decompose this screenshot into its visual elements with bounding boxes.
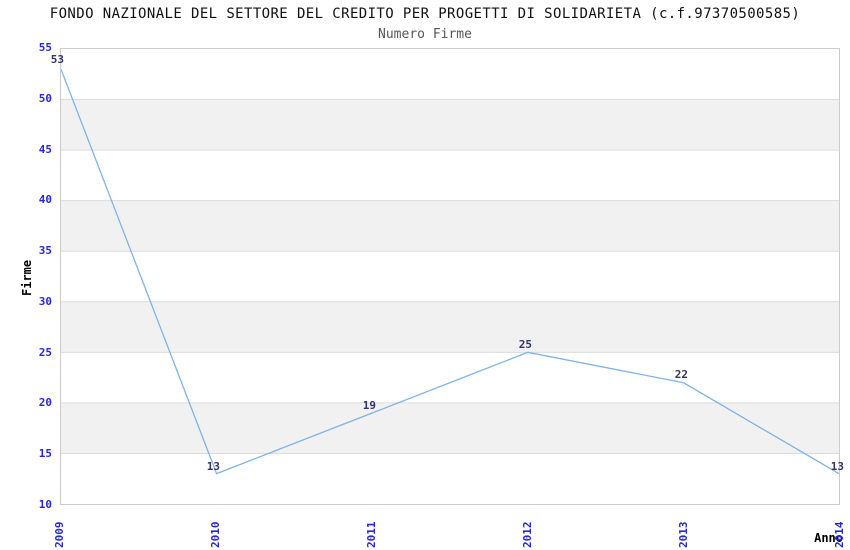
x-axis-title: Anno <box>814 531 843 545</box>
plot-area <box>60 48 840 505</box>
data-point-label: 13 <box>206 459 220 473</box>
y-tick-label: 35 <box>38 244 52 258</box>
data-point-label: 13 <box>830 459 844 473</box>
background-band <box>61 301 839 353</box>
background-band <box>61 99 839 151</box>
x-tick-label: 2013 <box>677 521 690 549</box>
background-band <box>61 150 839 201</box>
y-tick-label: 55 <box>38 41 52 54</box>
x-tick-label: 2011 <box>365 521 378 549</box>
background-band <box>61 402 839 454</box>
background-band <box>61 453 839 504</box>
y-tick-label: 20 <box>38 396 52 410</box>
x-tick-label: 2009 <box>53 521 66 549</box>
chart-title: FONDO NAZIONALE DEL SETTORE DEL CREDITO … <box>49 6 801 22</box>
y-tick-label: 25 <box>38 345 52 359</box>
data-point-label: 25 <box>518 337 532 351</box>
y-tick-label: 40 <box>38 193 52 207</box>
background-band <box>61 352 839 403</box>
x-tick-label: 2010 <box>209 521 222 549</box>
y-axis-title: Firme <box>20 259 34 296</box>
series-line <box>61 68 839 475</box>
data-point-label: 22 <box>674 368 688 382</box>
y-tick-label: 30 <box>38 294 52 308</box>
background-band <box>61 200 839 252</box>
y-tick-label: 15 <box>38 447 52 461</box>
chart-canvas <box>61 49 839 504</box>
x-tick-label: 2014 <box>833 521 846 549</box>
background-band <box>61 49 839 100</box>
y-tick-label: 50 <box>38 91 52 105</box>
data-point-label: 53 <box>50 53 64 67</box>
y-tick-label: 10 <box>38 498 52 511</box>
chart-subtitle: Numero Firme <box>378 27 472 42</box>
background-band <box>61 251 839 302</box>
data-point-label: 19 <box>362 398 376 412</box>
x-tick-label: 2012 <box>521 521 534 549</box>
y-tick-label: 45 <box>38 142 52 156</box>
